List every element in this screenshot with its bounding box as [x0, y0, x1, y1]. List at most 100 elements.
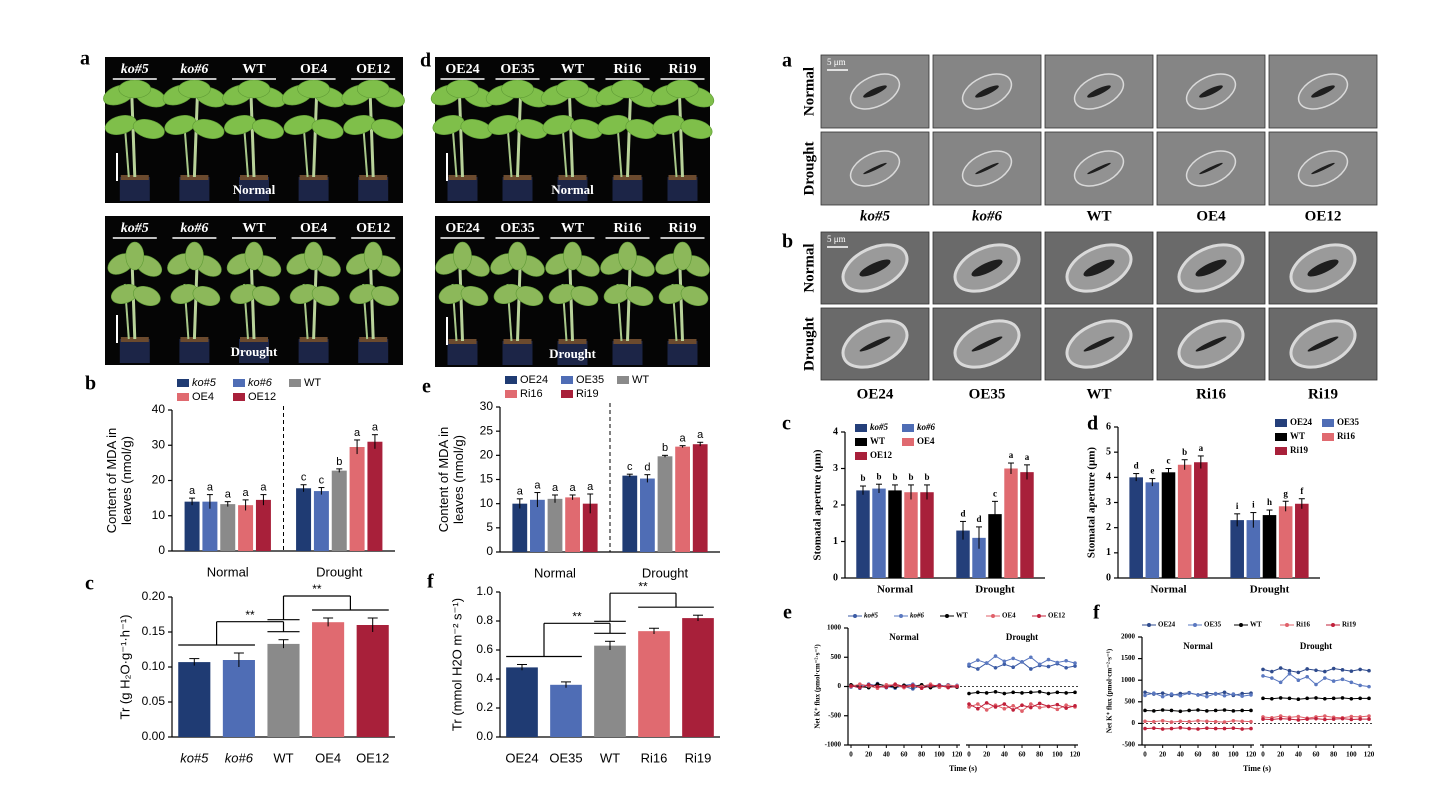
point: [1020, 709, 1024, 713]
point: [1349, 680, 1354, 685]
bar: [184, 501, 200, 551]
point: [1011, 656, 1015, 661]
significance-letter: a: [1025, 452, 1030, 462]
bar: [202, 501, 218, 551]
legend-label: WT: [870, 436, 885, 446]
legend-label: ko#5: [864, 612, 879, 620]
panel-letter: c: [782, 413, 791, 435]
genotype-label: OE24: [445, 62, 479, 77]
point: [1240, 691, 1244, 696]
legend-label: OE12: [1048, 612, 1066, 620]
point: [1152, 719, 1156, 724]
legend-swatch: [902, 438, 914, 446]
point: [1358, 717, 1362, 721]
significance-letter: a: [587, 481, 594, 493]
bar: [1020, 472, 1034, 578]
point: [1270, 717, 1274, 722]
point: [875, 684, 880, 689]
soil: [359, 337, 388, 342]
point: [1222, 720, 1227, 724]
point: [1064, 706, 1068, 710]
significance-letter: f: [1300, 486, 1304, 496]
x-tick-label: 40: [1295, 751, 1303, 759]
bar: [547, 498, 563, 552]
pot: [119, 339, 150, 363]
significance-letter: c: [627, 461, 633, 473]
point: [1037, 705, 1042, 710]
bar: [349, 447, 365, 551]
bar: [640, 478, 655, 552]
point: [1261, 696, 1265, 701]
soil: [448, 175, 477, 180]
leaf: [132, 119, 165, 139]
point: [1249, 708, 1253, 713]
soil: [120, 337, 149, 342]
bar: [988, 514, 1002, 578]
legend-swatch: [855, 438, 867, 446]
point: [1046, 664, 1051, 669]
point: [1358, 696, 1362, 701]
significance-letter: a: [680, 433, 687, 445]
genotype-label: OE35: [500, 221, 534, 236]
point: [1002, 706, 1007, 711]
pot: [119, 177, 150, 201]
leaf: [192, 119, 225, 139]
x-tick-label: 0: [849, 751, 853, 759]
significance-mark: **: [638, 579, 648, 593]
point: [976, 658, 980, 662]
genotype-label: WT: [561, 62, 585, 77]
point: [858, 682, 862, 686]
genotype-label: OE4: [300, 62, 327, 77]
pore: [971, 259, 1003, 277]
x-tick-label: 60: [1195, 751, 1203, 759]
y-tick-label: 0: [1132, 719, 1136, 727]
x-tick-label: 60: [1313, 751, 1321, 759]
bar: [312, 622, 345, 737]
pore: [1199, 85, 1223, 98]
bar: [956, 530, 970, 578]
point: [1064, 691, 1068, 695]
x-tick-label: 80: [1212, 751, 1220, 759]
leaf: [501, 79, 534, 99]
point: [976, 702, 980, 706]
point: [1205, 694, 1209, 699]
y-tick-label: 10: [152, 508, 166, 522]
legend-label: Ri19: [1342, 621, 1357, 629]
genotype-label: OE24: [445, 221, 479, 236]
significance-letter: b: [908, 472, 913, 482]
point: [1305, 696, 1309, 701]
point: [1323, 676, 1327, 680]
point: [976, 690, 980, 695]
point: [1169, 708, 1174, 713]
x-tick-label: Drought: [975, 584, 1015, 596]
y-tick-label: 0: [158, 543, 165, 557]
condition-label: Drought: [1006, 632, 1038, 642]
legend-label: WT: [1290, 431, 1305, 441]
condition-label: Normal: [801, 67, 817, 116]
point: [1187, 691, 1191, 695]
x-tick-label: 120: [952, 751, 963, 759]
pot: [239, 177, 269, 201]
point: [1305, 717, 1309, 721]
stem: [516, 94, 522, 178]
bar: [582, 503, 598, 552]
point: [1296, 714, 1301, 719]
y-tick-label: 30: [152, 437, 166, 451]
legend-label: OE12: [870, 450, 893, 460]
y-tick-label: 0.4: [476, 671, 493, 685]
bar: [1262, 515, 1277, 578]
significance-letter: c: [319, 474, 325, 486]
bar: [594, 645, 626, 737]
point: [1073, 664, 1077, 668]
pot: [358, 177, 389, 201]
point: [1029, 690, 1033, 695]
leaf: [556, 79, 589, 99]
pot: [557, 177, 588, 201]
y-tick-label: 0.8: [476, 613, 493, 627]
pore: [1311, 85, 1335, 98]
y-tick-label: 0.2: [476, 700, 493, 714]
legend-label: OE4: [917, 436, 935, 446]
bar: [367, 441, 383, 551]
genotype-label: ko#5: [121, 221, 149, 236]
pore: [971, 336, 1003, 352]
